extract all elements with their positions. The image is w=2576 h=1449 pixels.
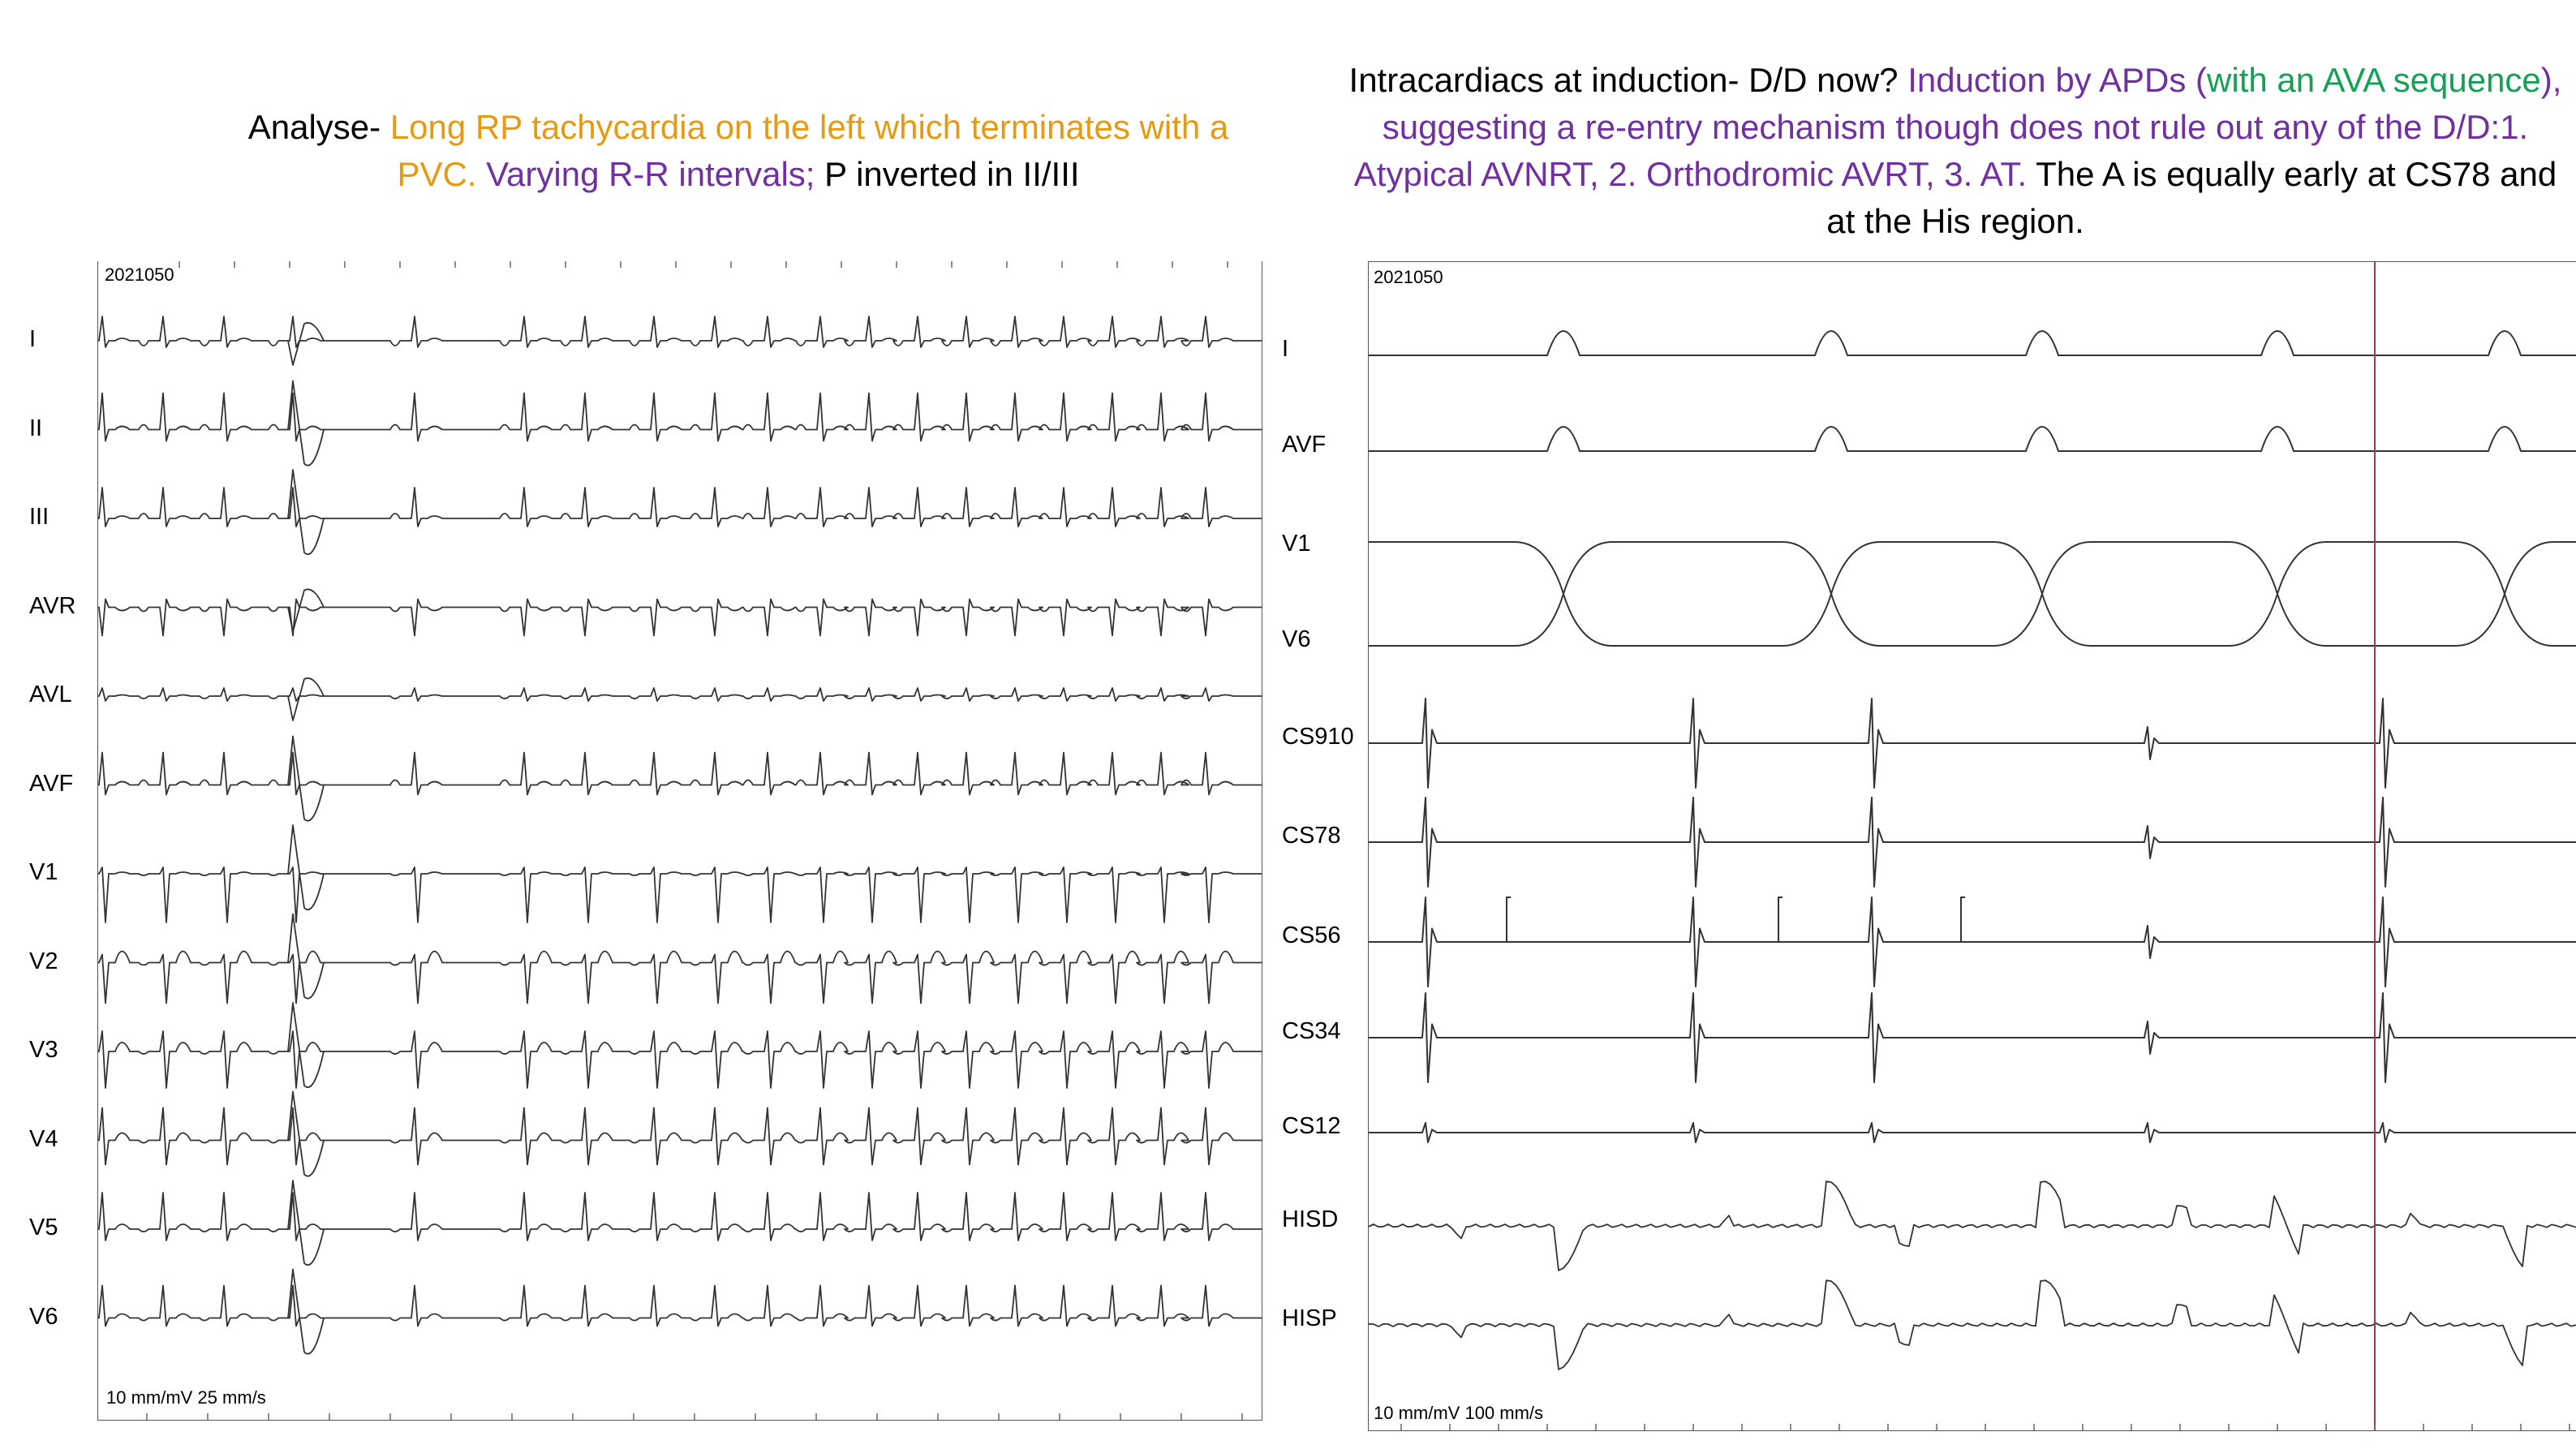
surface-pvc-avr [287, 588, 325, 633]
lead-label-cs56: CS56 [1282, 922, 1341, 948]
lead-label-avf: AVF [29, 770, 74, 797]
surface-pvc-v2 [287, 913, 325, 1000]
right-caption: Intracardiacs at induction- D/D now? Ind… [1347, 57, 2564, 245]
surface-ecg-panel: 2021050 10 mm/mV 25 mm/s [97, 261, 1262, 1421]
lead-label-v1: V1 [1282, 531, 1311, 557]
ic-trace-i [1369, 330, 2576, 356]
lead-label-hisp: HISP [1282, 1305, 1337, 1331]
surface-pvc-v5 [287, 1180, 325, 1266]
lead-label-i: I [1282, 336, 1289, 362]
ic-trace-cs78 [1369, 797, 2576, 888]
left-caption-run: Long RP tachycardia on the left which te… [389, 108, 1229, 193]
surface-trace-v4 [98, 1107, 1262, 1166]
surface-pvc-iii [287, 469, 325, 555]
surface-pvc-i [287, 322, 325, 366]
left-caption-run: Varying R-R intervals; [486, 155, 825, 193]
surface-trace-iii [98, 487, 1262, 527]
surface-trace-v6 [98, 1284, 1262, 1327]
lead-label-cs34: CS34 [1282, 1018, 1341, 1044]
surface-pvc-ii [287, 380, 325, 467]
lead-label-avf: AVF [1282, 432, 1327, 458]
pacing-artifact [1956, 896, 1965, 943]
surface-pvc-v3 [287, 1002, 325, 1088]
lead-label-ii: II [29, 415, 43, 441]
surface-trace-v1 [98, 866, 1262, 923]
lead-label-avr: AVR [29, 592, 76, 619]
ic-trace-v6 [1369, 541, 2576, 647]
surface-ecg-traces [98, 261, 1262, 1420]
surface-trace-avf [98, 751, 1262, 796]
ic-trace-hisd [1369, 1180, 2576, 1271]
ic-trace-avf [1369, 426, 2576, 452]
lead-label-v4: V4 [29, 1125, 58, 1152]
surface-ecg-id: 2021050 [105, 264, 174, 285]
left-caption-run: Analyse- [247, 108, 390, 146]
surface-pvc-avl [287, 677, 325, 721]
left-caption-run: P inverted in II/III [824, 155, 1080, 193]
right-caption-run: with an AVA sequence [2207, 61, 2541, 99]
right-caption-run: Induction by APDs ( [1907, 61, 2208, 99]
ic-trace-cs910 [1369, 698, 2576, 789]
intracardiac-panel: 2021050 10 mm/mV 100 mm/s [1368, 261, 2576, 1431]
lead-label-cs78: CS78 [1282, 823, 1341, 849]
surface-trace-i [98, 316, 1262, 348]
right-caption-run: ), suggesting a re-entry mechanism thoug… [1353, 61, 2562, 193]
pacing-artifact [1774, 896, 1783, 943]
surface-trace-v2 [98, 950, 1262, 1004]
lead-label-cs910: CS910 [1282, 724, 1354, 750]
left-caption: Analyse- Long RP tachycardia on the left… [211, 104, 1266, 198]
intracardiac-scale: 10 mm/mV 100 mm/s [1374, 1403, 1544, 1423]
lead-label-v6: V6 [1282, 626, 1311, 652]
ic-trace-cs12 [1369, 1122, 2576, 1143]
lead-label-v5: V5 [29, 1215, 58, 1240]
surface-trace-avr [98, 598, 1262, 637]
ic-trace-v1 [1369, 541, 2576, 647]
surface-pvc-avf [287, 735, 325, 822]
ic-trace-cs56 [1369, 896, 2576, 987]
lead-label-v3: V3 [29, 1037, 58, 1063]
pacing-artifact [1502, 896, 1511, 943]
intracardiac-id: 2021050 [1374, 267, 1443, 287]
surface-pvc-v6 [287, 1268, 325, 1355]
surface-pvc-v4 [287, 1090, 325, 1177]
intracardiac-traces [1369, 262, 2576, 1430]
surface-trace-v5 [98, 1192, 1262, 1241]
lead-label-cs12: CS12 [1282, 1113, 1341, 1139]
lead-label-v2: V2 [29, 948, 58, 974]
lead-label-v1: V1 [29, 859, 58, 885]
lead-label-avl: AVL [29, 682, 72, 707]
ic-trace-cs34 [1369, 992, 2576, 1083]
lead-label-hisd: HISD [1282, 1206, 1339, 1232]
lead-label-v6: V6 [29, 1303, 58, 1330]
surface-ecg-scale: 10 mm/mV 25 mm/s [106, 1387, 266, 1408]
ic-trace-hisp [1369, 1279, 2576, 1370]
surface-trace-avl [98, 687, 1262, 702]
lead-label-iii: III [29, 504, 49, 530]
surface-trace-v3 [98, 1030, 1262, 1089]
surface-trace-ii [98, 392, 1262, 442]
right-caption-run: Intracardiacs at induction- D/D now? [1348, 61, 1908, 99]
surface-pvc-v1 [287, 824, 325, 910]
lead-label-i: I [29, 326, 37, 352]
right-caption-run: The A is equally early at CS78 and at th… [1826, 155, 2557, 240]
